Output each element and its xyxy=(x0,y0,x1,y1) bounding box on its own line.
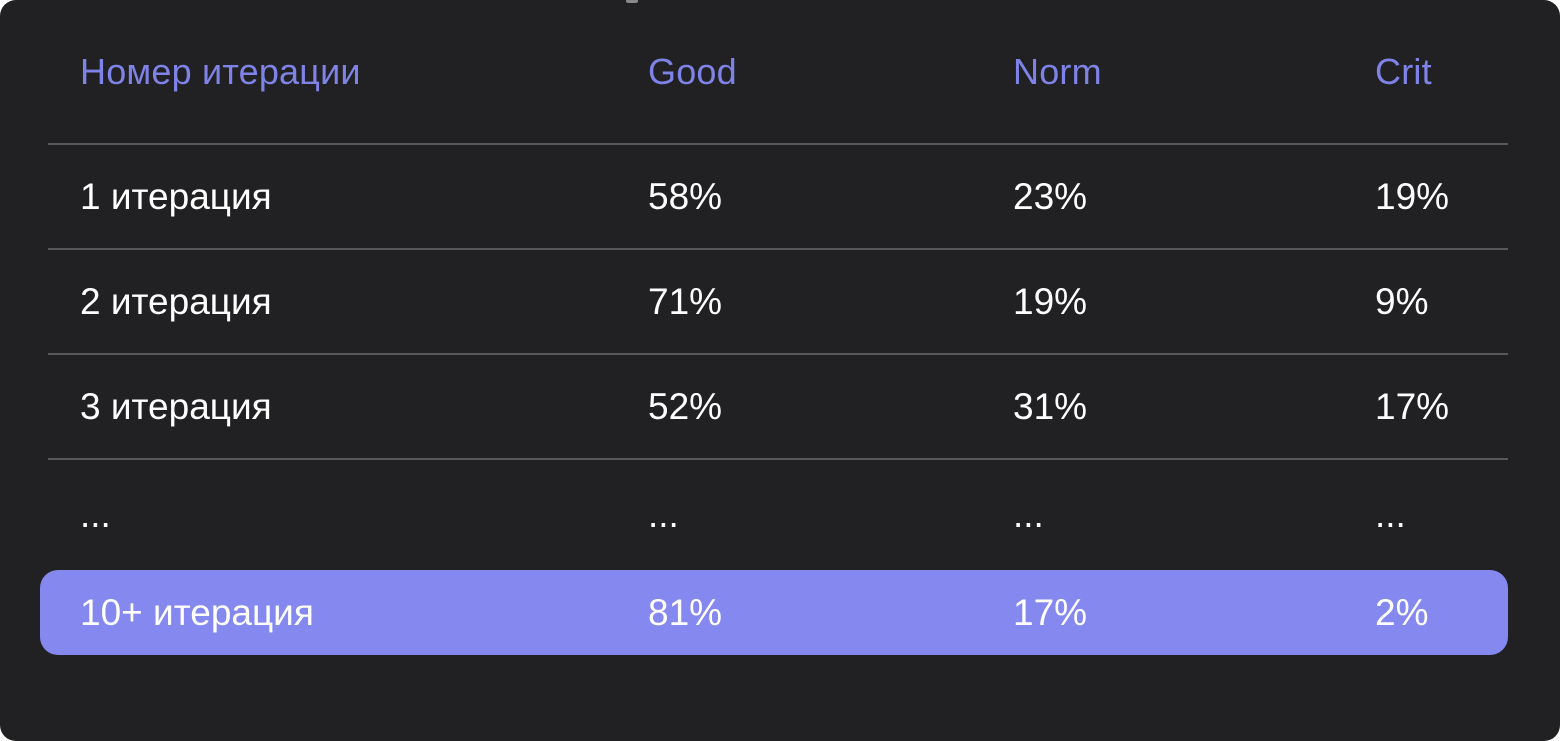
crit-cell: ... xyxy=(1375,494,1406,535)
norm-cell: 17% xyxy=(1013,591,1088,633)
table-row-iteration-3: 3 итерация 52% 31% 17% xyxy=(48,353,1508,458)
good-cell: 71% xyxy=(648,280,723,322)
table-header-row: Номер итерации Good Norm Crit xyxy=(48,0,1508,143)
column-header-norm: Norm xyxy=(1013,50,1102,92)
good-cell: 58% xyxy=(648,175,723,217)
norm-cell: 23% xyxy=(1013,175,1088,217)
norm-cell: ... xyxy=(1013,494,1044,535)
good-cell: 52% xyxy=(648,385,723,427)
table-row-iteration-10plus-highlighted: 10+ итерация 81% 17% 2% xyxy=(40,570,1508,655)
norm-cell: 31% xyxy=(1013,385,1088,427)
column-header-iteration: Номер итерации xyxy=(80,50,361,92)
column-header-crit: Crit xyxy=(1375,50,1432,92)
iteration-cell: 1 итерация xyxy=(80,175,272,217)
norm-cell: 19% xyxy=(1013,280,1088,322)
table-row-iteration-2: 2 итерация 71% 19% 9% xyxy=(48,248,1508,353)
crit-cell: 9% xyxy=(1375,280,1429,322)
iteration-cell: 3 итерация xyxy=(80,385,272,427)
good-cell: 81% xyxy=(648,591,723,633)
crit-cell: 2% xyxy=(1375,591,1429,633)
column-header-good: Good xyxy=(648,50,737,92)
iterations-table: Номер итерации Good Norm Crit 1 итерация… xyxy=(40,0,1508,655)
good-cell: ... xyxy=(648,494,679,535)
top-notch-artifact xyxy=(626,0,638,3)
crit-cell: 19% xyxy=(1375,175,1450,217)
iteration-cell: 10+ итерация xyxy=(80,591,314,633)
iteration-cell: 2 итерация xyxy=(80,280,272,322)
table-row-ellipsis: ... ... ... ... xyxy=(48,458,1508,570)
table-row-iteration-1: 1 итерация 58% 23% 19% xyxy=(48,143,1508,248)
crit-cell: 17% xyxy=(1375,385,1450,427)
iteration-cell: ... xyxy=(80,494,111,535)
